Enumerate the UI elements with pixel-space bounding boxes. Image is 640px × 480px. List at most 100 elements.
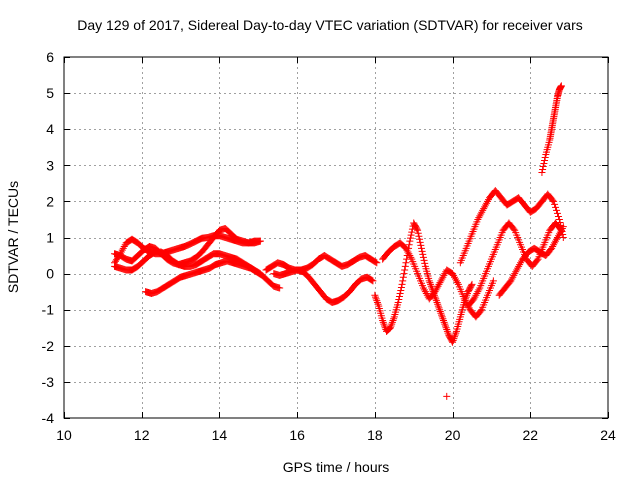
data-point: [451, 331, 459, 339]
data-point: [368, 276, 376, 284]
data-point: [417, 241, 425, 249]
data-point: [442, 324, 450, 332]
data-point: [387, 322, 395, 330]
data-point: [481, 203, 489, 211]
data-point: [549, 243, 557, 251]
data-point: [477, 307, 485, 315]
data-point: [420, 256, 428, 264]
data-point: [508, 275, 516, 283]
data-point: [507, 277, 515, 285]
data-point: [449, 336, 457, 344]
data-point: [439, 273, 447, 281]
data-point: [539, 166, 547, 174]
data-point: [511, 270, 519, 278]
data-point: [475, 286, 483, 294]
data-point: [489, 277, 497, 285]
data-point: [440, 271, 448, 279]
data-layer: [111, 82, 567, 400]
data-point: [388, 320, 396, 328]
data-point: [432, 295, 440, 303]
data-point: [414, 226, 422, 234]
data-point: [467, 282, 475, 290]
data-point: [482, 201, 490, 209]
data-point: [471, 293, 479, 301]
data-point: [405, 250, 413, 258]
data-point: [510, 271, 518, 279]
data-point: [373, 297, 381, 305]
data-point: [395, 292, 403, 300]
y-tick-label: 1: [46, 230, 54, 246]
data-point: [388, 318, 396, 326]
data-point: [449, 270, 457, 278]
y-tick-label: -3: [42, 374, 55, 390]
data-point: [557, 82, 565, 90]
data-point: [513, 266, 521, 274]
data-point: [403, 246, 411, 254]
plot-frame: [63, 56, 609, 419]
data-point: [371, 291, 379, 299]
data-point: [386, 324, 394, 332]
data-point: [478, 208, 486, 216]
data-point: [405, 241, 413, 249]
data-point: [552, 237, 560, 245]
data-point: [431, 288, 439, 296]
data-point: [539, 163, 547, 171]
data-point: [538, 169, 546, 177]
data-point: [372, 295, 380, 303]
data-point: [416, 235, 424, 243]
y-tick-label: -2: [42, 338, 55, 354]
data-point: [551, 200, 559, 208]
data-point: [441, 320, 449, 328]
data-point: [397, 283, 405, 291]
data-point: [474, 288, 482, 296]
data-point: [373, 298, 381, 306]
data-point: [555, 230, 563, 238]
data-point: [436, 279, 444, 287]
data-point: [436, 308, 444, 316]
x-axis-label: GPS time / hours: [283, 459, 390, 475]
data-point: [510, 225, 518, 233]
data-point: [433, 298, 441, 306]
data-point: [555, 215, 563, 223]
data-point: [453, 279, 461, 287]
data-point: [398, 280, 406, 288]
data-point: [477, 210, 485, 218]
data-point: [402, 259, 410, 267]
data-point: [415, 232, 423, 240]
data-point: [438, 313, 446, 321]
data-point: [401, 266, 409, 274]
data-point: [120, 243, 128, 251]
data-point: [256, 237, 264, 245]
data-point: [374, 300, 382, 308]
data-point: [427, 282, 435, 290]
data-point: [460, 295, 468, 303]
data-point: [554, 232, 562, 240]
data-point: [483, 199, 491, 207]
data-point: [427, 280, 435, 288]
data-point: [395, 295, 403, 303]
data-point: [379, 318, 387, 326]
data-point: [541, 153, 549, 161]
data-point: [402, 244, 410, 252]
chart-title: Day 129 of 2017, Sidereal Day-to-day VTE…: [77, 17, 583, 33]
data-point: [484, 197, 492, 205]
data-point: [421, 288, 429, 296]
data-point: [432, 286, 440, 294]
data-point: [390, 315, 398, 323]
data-point: [552, 203, 560, 211]
data-point: [438, 311, 446, 319]
data-point: [433, 284, 441, 292]
data-point: [449, 338, 457, 346]
data-point: [394, 298, 402, 306]
grid-layer: [64, 57, 608, 418]
data-point: [553, 209, 561, 217]
data-point: [468, 280, 476, 288]
data-point: [470, 295, 478, 303]
data-point: [548, 244, 556, 252]
data-point: [451, 273, 459, 281]
x-tick-label: 12: [134, 427, 150, 443]
data-point: [408, 228, 416, 236]
x-tick-label: 10: [56, 427, 72, 443]
